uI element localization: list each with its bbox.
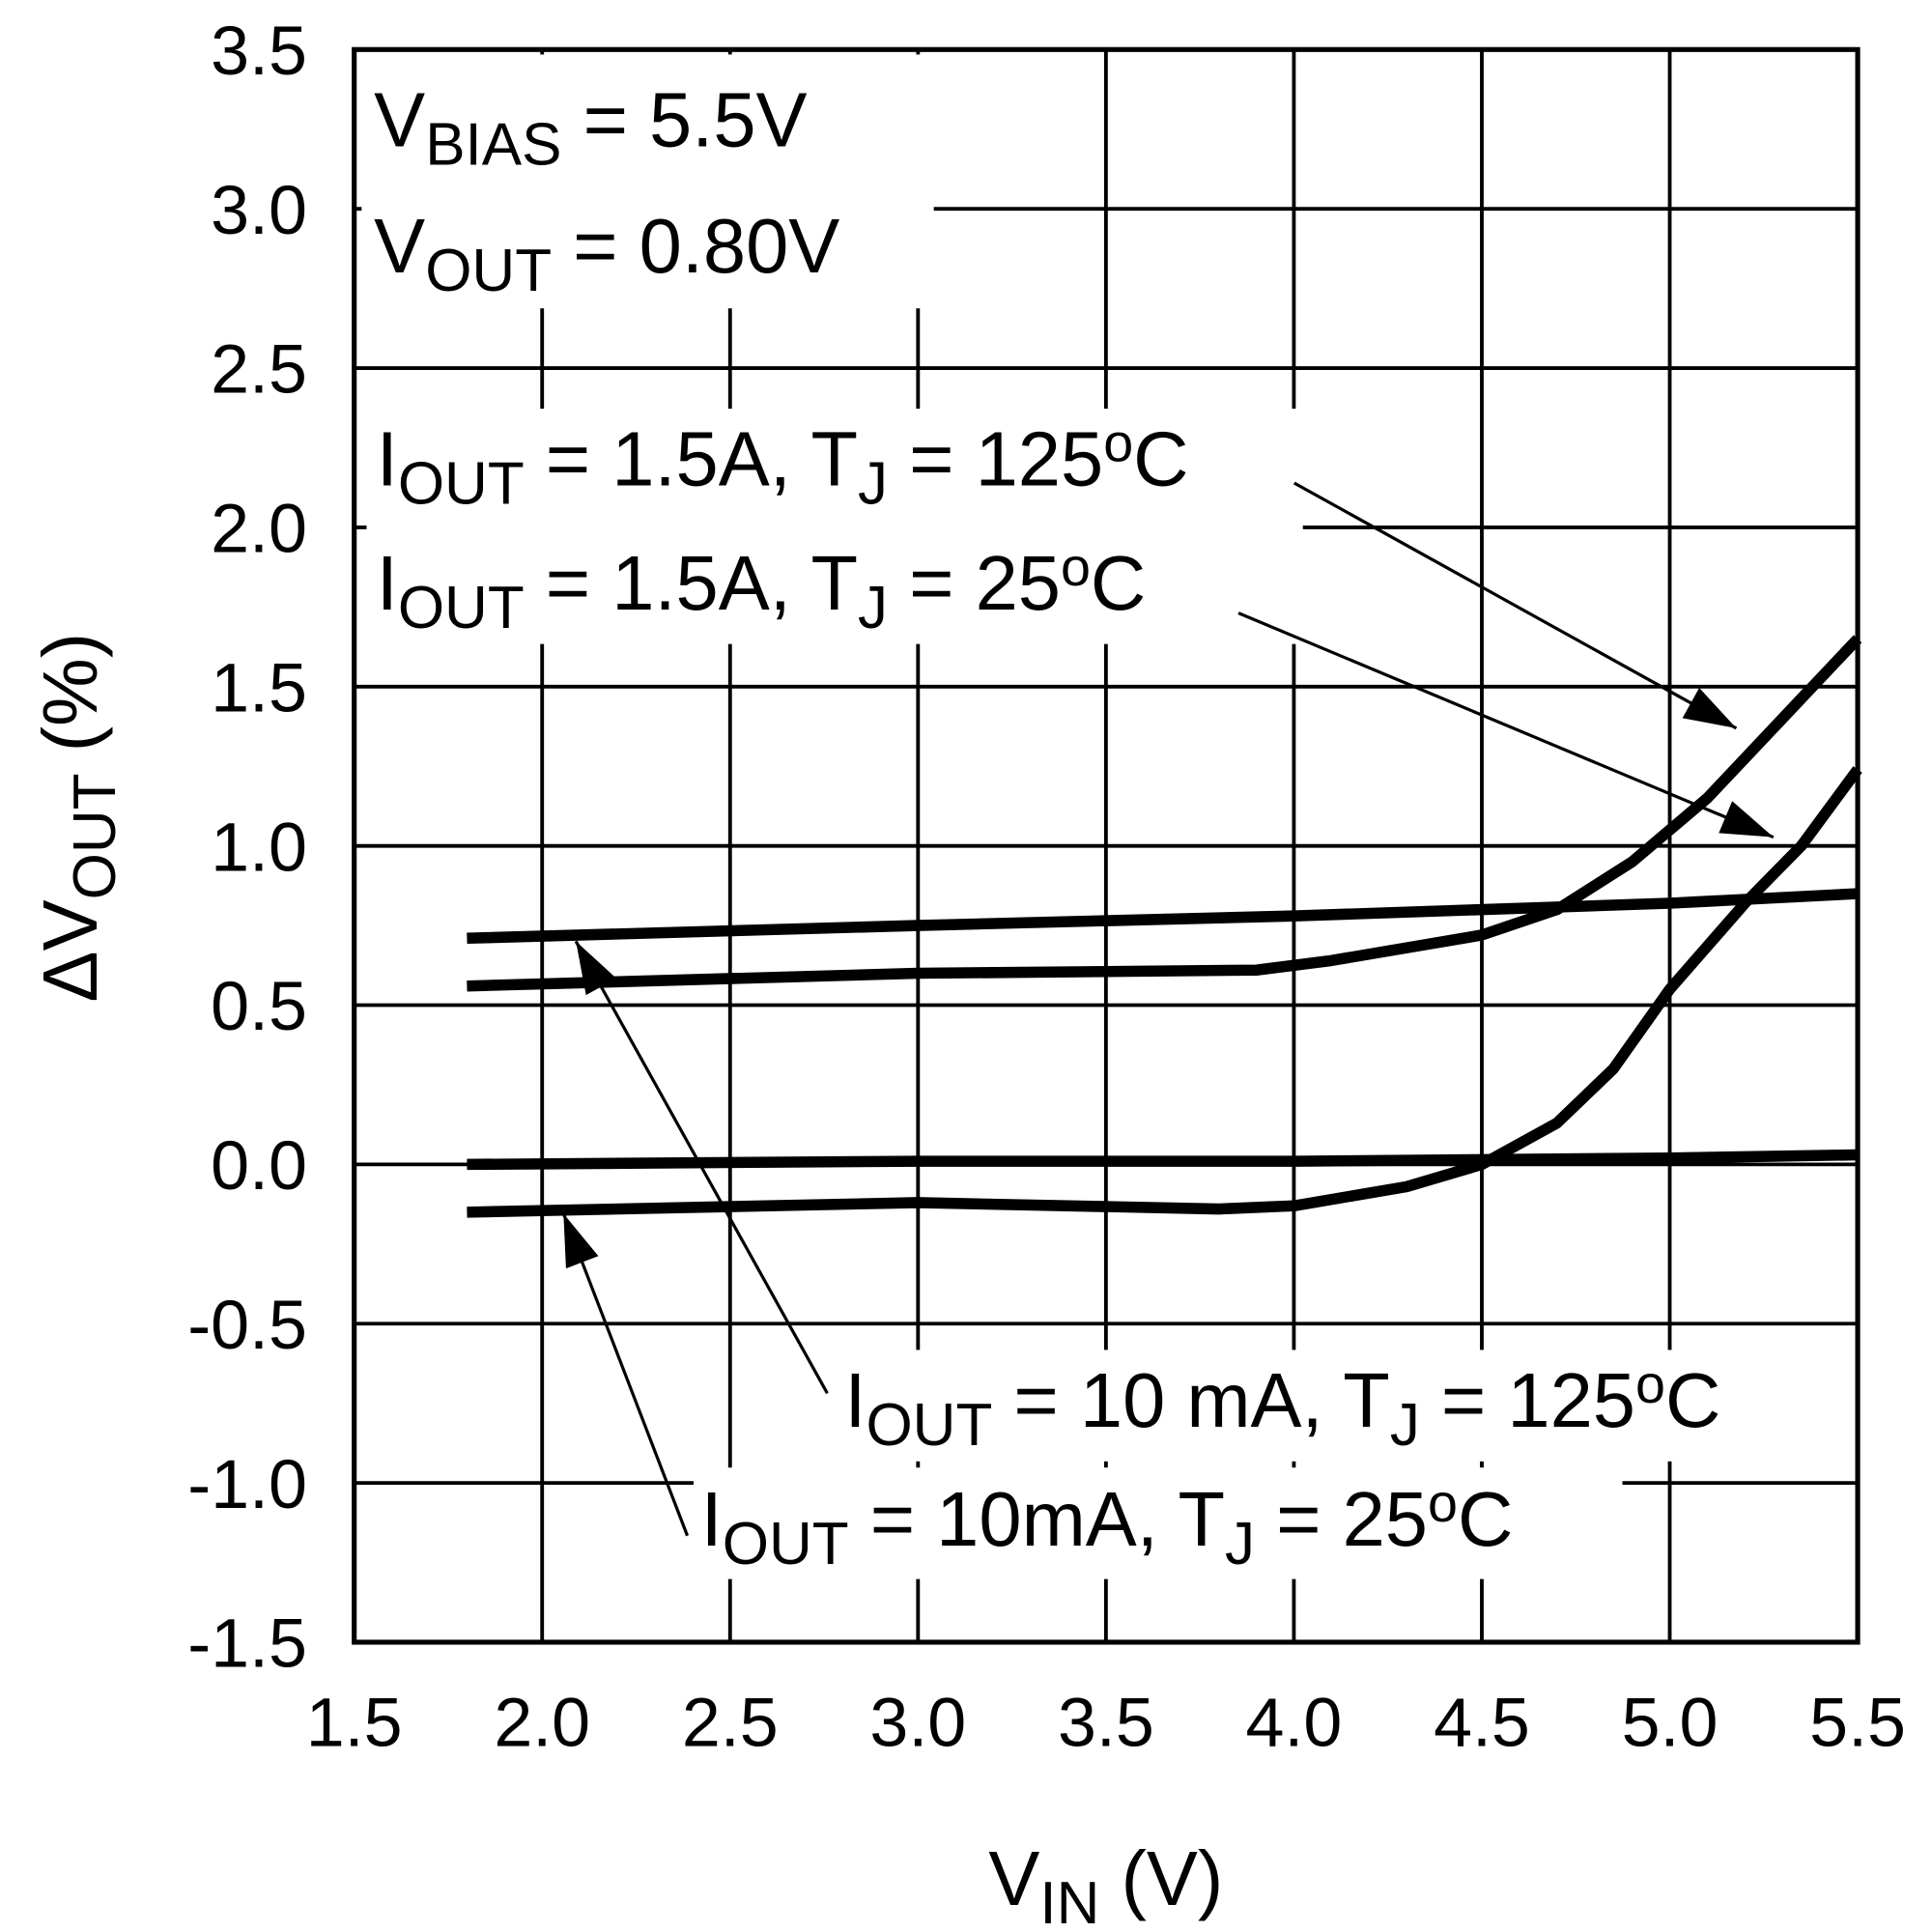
label-segment: C bbox=[1458, 1476, 1513, 1562]
label-segment: BIAS bbox=[425, 111, 561, 178]
annotation-arrow-line bbox=[574, 940, 829, 1395]
label-segment: V bbox=[374, 203, 425, 289]
label-segment: = 1.5A, T bbox=[525, 540, 858, 626]
label-segment: = 5.5V bbox=[561, 76, 807, 162]
label-segment: OUT bbox=[723, 1511, 849, 1577]
y-tick-label: 3.5 bbox=[211, 13, 307, 90]
annotation-arrow-head bbox=[563, 1213, 599, 1269]
y-tick-label: 1.5 bbox=[211, 649, 307, 726]
series-label-2: IOUT = 10mA, TJ = 25oC bbox=[701, 1473, 1514, 1577]
y-tick-label: -1.0 bbox=[187, 1446, 307, 1523]
label-segment: J bbox=[1225, 1511, 1255, 1577]
series-label-1: IOUT = 1.5A, TJ = 125oC bbox=[377, 412, 1189, 517]
label-segment: C bbox=[1133, 416, 1188, 502]
label-segment: = 10 mA, T bbox=[992, 1357, 1390, 1443]
label-segment: (V) bbox=[1099, 1835, 1223, 1921]
label-segment: I bbox=[377, 540, 398, 626]
label-segment: (%) bbox=[27, 633, 113, 774]
label-segment: OUT bbox=[425, 238, 552, 304]
label-segment: C bbox=[1665, 1357, 1720, 1443]
annotation-arrow-head bbox=[1682, 688, 1737, 728]
x-tick-label: 5.0 bbox=[1622, 1685, 1719, 1762]
y-tick-label: 0.5 bbox=[211, 968, 307, 1045]
x-tick-label: 5.5 bbox=[1809, 1685, 1906, 1762]
label-segment: J bbox=[1390, 1392, 1420, 1459]
label-segment: V bbox=[988, 1835, 1039, 1921]
condition-vout: VOUT = 0.80V bbox=[374, 203, 839, 304]
x-tick-label: 3.0 bbox=[869, 1685, 966, 1762]
label-segment: o bbox=[1061, 537, 1091, 597]
annotation-arrow-head bbox=[576, 941, 617, 996]
x-tick-label: 2.0 bbox=[494, 1685, 590, 1762]
series-label-0: IOUT = 10 mA, TJ = 125oC bbox=[844, 1354, 1720, 1459]
y-tick-label: 3.0 bbox=[211, 172, 307, 249]
label-segment: = 0.80V bbox=[552, 203, 839, 289]
plot-frame bbox=[352, 46, 1861, 1645]
label-background bbox=[832, 1350, 1848, 1462]
label-segment: o bbox=[1635, 1354, 1665, 1414]
label-segment: I bbox=[701, 1476, 723, 1562]
label-segment: J bbox=[858, 574, 888, 640]
label-segment: OUT bbox=[398, 574, 525, 640]
label-segment: OUT bbox=[398, 450, 525, 517]
annotation-arrow-line bbox=[1237, 611, 1775, 839]
annotation-arrow-line bbox=[1293, 481, 1738, 730]
series-line-2 bbox=[467, 1149, 1859, 1171]
label-segment: OUT bbox=[62, 774, 128, 900]
annotation-arrow-line bbox=[561, 1212, 690, 1537]
condition-vbias: VBIAS = 5.5V bbox=[374, 76, 807, 178]
y-tick-label: 2.0 bbox=[211, 491, 307, 568]
label-background bbox=[366, 409, 1303, 644]
label-segment: V bbox=[374, 76, 425, 162]
y-tick-label: -0.5 bbox=[187, 1287, 307, 1364]
x-axis-label: VIN (V) bbox=[988, 1835, 1223, 1932]
conditions-background bbox=[361, 54, 934, 309]
x-tick-label: 4.0 bbox=[1246, 1685, 1343, 1762]
series-line-1 bbox=[467, 635, 1862, 992]
y-tick-label: -1.5 bbox=[187, 1605, 307, 1683]
label-segment: C bbox=[1091, 540, 1146, 626]
x-tick-label: 4.5 bbox=[1434, 1685, 1530, 1762]
label-segment: = 10mA, T bbox=[849, 1476, 1225, 1562]
label-segment: = 125 bbox=[1420, 1357, 1635, 1443]
series-label-3: IOUT = 1.5A, TJ = 25oC bbox=[377, 537, 1147, 641]
label-segment: ΔV bbox=[27, 899, 113, 1002]
label-segment: I bbox=[844, 1357, 866, 1443]
label-segment: IN bbox=[1039, 1869, 1099, 1932]
label-segment: = 25 bbox=[1255, 1476, 1428, 1562]
y-tick-label: 0.0 bbox=[211, 1127, 307, 1205]
annotation-arrow-head bbox=[1719, 801, 1774, 838]
label-segment: I bbox=[377, 416, 398, 502]
x-tick-label: 2.5 bbox=[682, 1685, 779, 1762]
label-segment: o bbox=[1428, 1473, 1458, 1533]
y-tick-label: 1.0 bbox=[211, 809, 307, 886]
label-segment: = 25 bbox=[888, 540, 1061, 626]
y-axis-label: ΔVOUT (%) bbox=[27, 633, 128, 1003]
series-line-0 bbox=[467, 888, 1859, 945]
label-segment: J bbox=[858, 450, 888, 517]
label-segment: = 125 bbox=[888, 416, 1103, 502]
y-tick-label: 2.5 bbox=[211, 331, 307, 409]
series-line-3 bbox=[467, 766, 1862, 1218]
label-segment: = 1.5A, T bbox=[525, 416, 858, 502]
x-tick-label: 3.5 bbox=[1058, 1685, 1154, 1762]
label-segment: o bbox=[1103, 412, 1133, 472]
label-segment: OUT bbox=[866, 1392, 992, 1459]
x-tick-label: 1.5 bbox=[306, 1685, 403, 1762]
label-background bbox=[693, 1467, 1623, 1579]
